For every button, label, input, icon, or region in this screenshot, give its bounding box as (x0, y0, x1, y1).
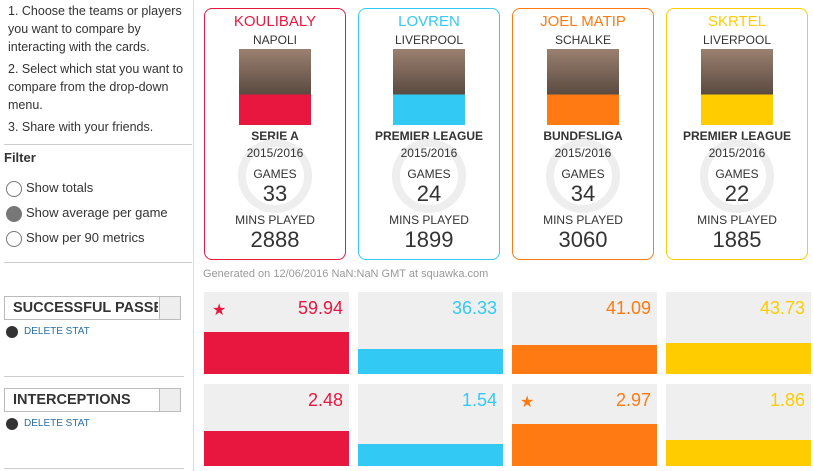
stat-bar (666, 439, 811, 466)
games-value: 22 (724, 181, 750, 206)
ring-decoration (700, 139, 774, 213)
stat-value: 36.33 (451, 298, 497, 318)
stat-cell: 59.94 ★ (204, 292, 349, 374)
instruction: 2. Select which stat you want to compare… (8, 62, 184, 112)
stat-value: 59.94 (297, 298, 343, 318)
player-name: JOEL MATIP (540, 13, 626, 30)
generated-note: Generated on 12/06/2016 NaN:NaN GMT at s… (203, 268, 489, 280)
stat-value: 2.48 (307, 390, 343, 410)
team-name: LIVERPOOL (702, 33, 772, 47)
league-name: PREMIER LEAGUE (682, 129, 791, 143)
separator (4, 144, 192, 145)
stat-select[interactable]: SUCCESSFUL PASSE (4, 296, 181, 320)
league-name: PREMIER LEAGUE (374, 129, 483, 143)
stat-bar (358, 444, 503, 466)
mins-label: MINS PLAYED (235, 213, 315, 227)
stat-bar (358, 348, 503, 374)
player-card[interactable]: LOVREN LIVERPOOL PREMIER LEAGUE 2015/2016 GA… (358, 8, 500, 260)
delete-link[interactable]: DELETE STAT (24, 326, 90, 337)
games-label: GAMES (561, 167, 605, 181)
separator (4, 468, 184, 469)
team-name: SCHALKE (554, 33, 612, 47)
mins-value: 1899 (404, 227, 454, 252)
stat-bar (512, 345, 657, 374)
season: 2015/2016 (400, 146, 458, 160)
league-name: SERIE A (251, 129, 299, 143)
radio-label[interactable]: Show totals (26, 180, 94, 195)
separator (4, 376, 184, 377)
radio-button[interactable] (6, 231, 22, 247)
player-card[interactable]: SKRTEL LIVERPOOL PREMIER LEAGUE 2015/2016 GA… (666, 8, 808, 260)
season: 2015/2016 (554, 146, 612, 160)
stat-cell: 1.86 (666, 384, 811, 466)
games-value: 24 (416, 181, 442, 206)
dropdown-arrow (159, 389, 180, 411)
player-photo (547, 49, 619, 125)
team-name: NAPOLI (252, 33, 297, 47)
stat-bar (512, 424, 657, 466)
stat-bar (666, 343, 811, 374)
stat-value: 1.86 (769, 390, 805, 410)
games-label: GAMES (253, 167, 297, 181)
league-name: BUNDESLIGA (543, 129, 623, 143)
ring-decoration (546, 139, 620, 213)
mins-label: MINS PLAYED (543, 213, 623, 227)
best-star: ★ (520, 394, 535, 411)
ring-decoration (392, 139, 466, 213)
team-name: LIVERPOOL (394, 33, 464, 47)
games-label: GAMES (407, 167, 451, 181)
ring-decoration (238, 139, 312, 213)
delete-icon[interactable] (6, 418, 18, 430)
mins-label: MINS PLAYED (697, 213, 777, 227)
stat-value: 1.54 (461, 390, 497, 410)
stat-name: SUCCESSFUL PASSE (13, 300, 158, 316)
player-photo (239, 49, 311, 125)
stat-name: INTERCEPTIONS (13, 392, 131, 408)
stat-bar (204, 430, 349, 466)
radio-label[interactable]: Show per 90 metrics (26, 230, 145, 245)
stat-cell: 2.97 ★ (512, 384, 657, 466)
season: 2015/2016 (246, 146, 304, 160)
games-label: GAMES (715, 167, 759, 181)
divider (193, 0, 194, 471)
stat-cell: 43.73 (666, 292, 811, 374)
mins-label: MINS PLAYED (389, 213, 469, 227)
player-photo (393, 49, 465, 125)
player-card[interactable]: JOEL MATIP SCHALKE BUNDESLIGA 2015/2016 GAME… (512, 8, 654, 260)
season: 2015/2016 (708, 146, 766, 160)
player-photo (701, 49, 773, 125)
stat-select[interactable]: INTERCEPTIONS (4, 388, 181, 412)
stat-value: 43.73 (759, 298, 805, 318)
delete-icon[interactable] (6, 326, 18, 338)
player-name: SKRTEL (707, 13, 767, 30)
stat-value: 41.09 (605, 298, 651, 318)
dropdown-arrow (159, 297, 180, 319)
separator (4, 262, 192, 263)
mins-value: 3060 (558, 227, 608, 252)
stat-value: 2.97 (615, 390, 651, 410)
mins-value: 1885 (712, 227, 762, 252)
stat-cell: 1.54 (358, 384, 503, 466)
stat-cell: 36.33 (358, 292, 503, 374)
games-value: 33 (262, 181, 288, 206)
radio-button[interactable] (6, 206, 22, 222)
mins-value: 2888 (250, 227, 300, 252)
filter-title: Filter (4, 150, 36, 165)
instruction: 3. Share with your friends. (8, 120, 154, 134)
stat-bar (204, 332, 349, 374)
stat-cell: 41.09 (512, 292, 657, 374)
stat-cell: 2.48 (204, 384, 349, 466)
instruction: 1. Choose the teams or players you want … (8, 4, 182, 54)
player-name: KOULIBALY (233, 13, 317, 30)
games-value: 34 (570, 181, 596, 206)
player-card[interactable]: KOULIBALY NAPOLI SERIE A 2015/2016 GAMES 33 MI… (204, 8, 346, 260)
delete-link[interactable]: DELETE STAT (24, 418, 90, 429)
player-name: LOVREN (398, 13, 460, 30)
radio-button[interactable] (6, 181, 22, 197)
best-star: ★ (212, 302, 227, 319)
radio-label[interactable]: Show average per game (26, 205, 168, 220)
